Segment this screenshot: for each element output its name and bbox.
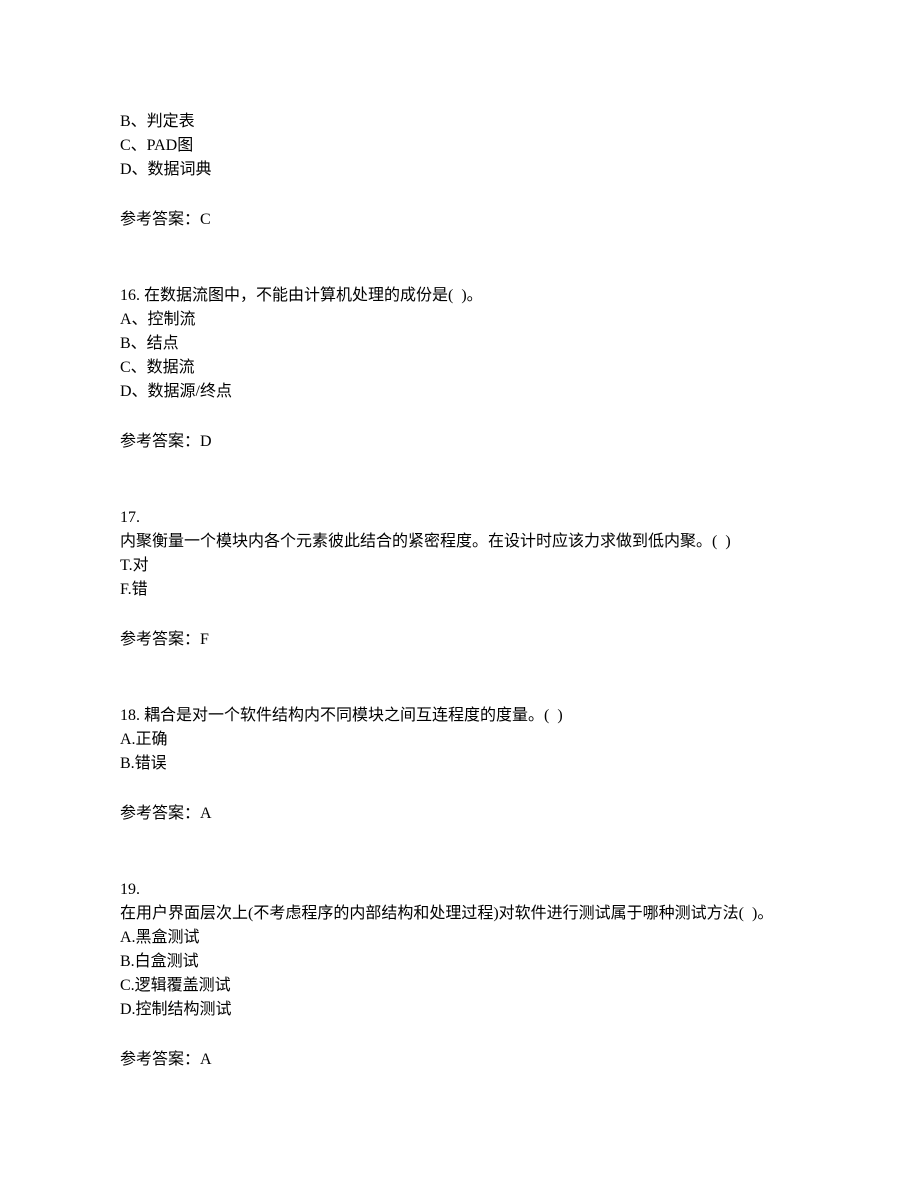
- spacer: [120, 404, 800, 430]
- spacer: [120, 652, 800, 704]
- question-18: 18. 耦合是对一个软件结构内不同模块之间互连程度的度量。( ) A.正确 B.…: [120, 704, 800, 826]
- question-stem: 在用户界面层次上(不考虑程序的内部结构和处理过程)对软件进行测试属于哪种测试方法…: [120, 902, 800, 926]
- option-c: C、PAD图: [120, 134, 800, 158]
- answer-label: 参考答案：A: [120, 1048, 800, 1072]
- option-d: D.控制结构测试: [120, 998, 800, 1022]
- option-d: D、数据词典: [120, 158, 800, 182]
- question-stem: 内聚衡量一个模块内各个元素彼此结合的紧密程度。在设计时应该力求做到低内聚。( ): [120, 530, 800, 554]
- option-b: B.错误: [120, 752, 800, 776]
- question-number: 19.: [120, 878, 800, 902]
- option-b: B、结点: [120, 332, 800, 356]
- question-17: 17. 内聚衡量一个模块内各个元素彼此结合的紧密程度。在设计时应该力求做到低内聚…: [120, 506, 800, 652]
- option-a: A.正确: [120, 728, 800, 752]
- answer-label: 参考答案：C: [120, 208, 800, 232]
- spacer: [120, 602, 800, 628]
- question-16: 16. 在数据流图中，不能由计算机处理的成份是( )。 A、控制流 B、结点 C…: [120, 284, 800, 454]
- exam-page: B、判定表 C、PAD图 D、数据词典 参考答案：C 16. 在数据流图中，不能…: [0, 0, 920, 1152]
- answer-label: 参考答案：D: [120, 430, 800, 454]
- option-t: T.对: [120, 554, 800, 578]
- answer-label: 参考答案：F: [120, 628, 800, 652]
- answer-label: 参考答案：A: [120, 802, 800, 826]
- spacer: [120, 826, 800, 878]
- option-f: F.错: [120, 578, 800, 602]
- question-stem: 16. 在数据流图中，不能由计算机处理的成份是( )。: [120, 284, 800, 308]
- spacer: [120, 232, 800, 284]
- question-19: 19. 在用户界面层次上(不考虑程序的内部结构和处理过程)对软件进行测试属于哪种…: [120, 878, 800, 1072]
- spacer: [120, 454, 800, 506]
- spacer: [120, 776, 800, 802]
- question-stem: 18. 耦合是对一个软件结构内不同模块之间互连程度的度量。( ): [120, 704, 800, 728]
- option-b: B.白盒测试: [120, 950, 800, 974]
- option-a: A、控制流: [120, 308, 800, 332]
- option-c: C.逻辑覆盖测试: [120, 974, 800, 998]
- question-number: 17.: [120, 506, 800, 530]
- question-15-partial: B、判定表 C、PAD图 D、数据词典 参考答案：C: [120, 110, 800, 232]
- spacer: [120, 182, 800, 208]
- option-b: B、判定表: [120, 110, 800, 134]
- option-c: C、数据流: [120, 356, 800, 380]
- option-d: D、数据源/终点: [120, 380, 800, 404]
- option-a: A.黑盒测试: [120, 926, 800, 950]
- spacer: [120, 1022, 800, 1048]
